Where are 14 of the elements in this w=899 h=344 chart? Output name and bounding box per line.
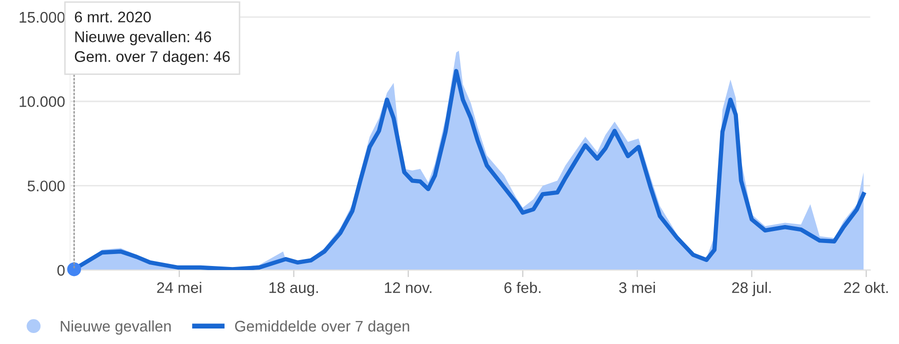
x-tick-label: 22 okt. [844, 282, 888, 294]
y-tick-label: 0 [57, 264, 65, 276]
x-tick-label: 24 mei [157, 282, 202, 294]
x-tick-label: 28 jul. [732, 282, 771, 296]
x-tick-label: 6 feb. [504, 282, 540, 294]
x-tick-label: 18 aug. [269, 282, 318, 296]
y-tick-label: 15.000 [20, 12, 65, 23]
legend-label: Gemiddelde over 7 dagen [235, 320, 410, 335]
y-tick-label: 10.000 [20, 96, 65, 108]
y-tick-label: 5.000 [28, 180, 65, 192]
x-tick-label: 12 nov. [384, 282, 432, 294]
annotation: 6 mrt. 2020 Nieuwe gevallen: 46 Gem. over 7 dagen: 46 [74, 12, 230, 66]
x-tick-label: 3 mei [619, 282, 655, 294]
legend-label: Nieuwe gevallen [60, 320, 171, 335]
